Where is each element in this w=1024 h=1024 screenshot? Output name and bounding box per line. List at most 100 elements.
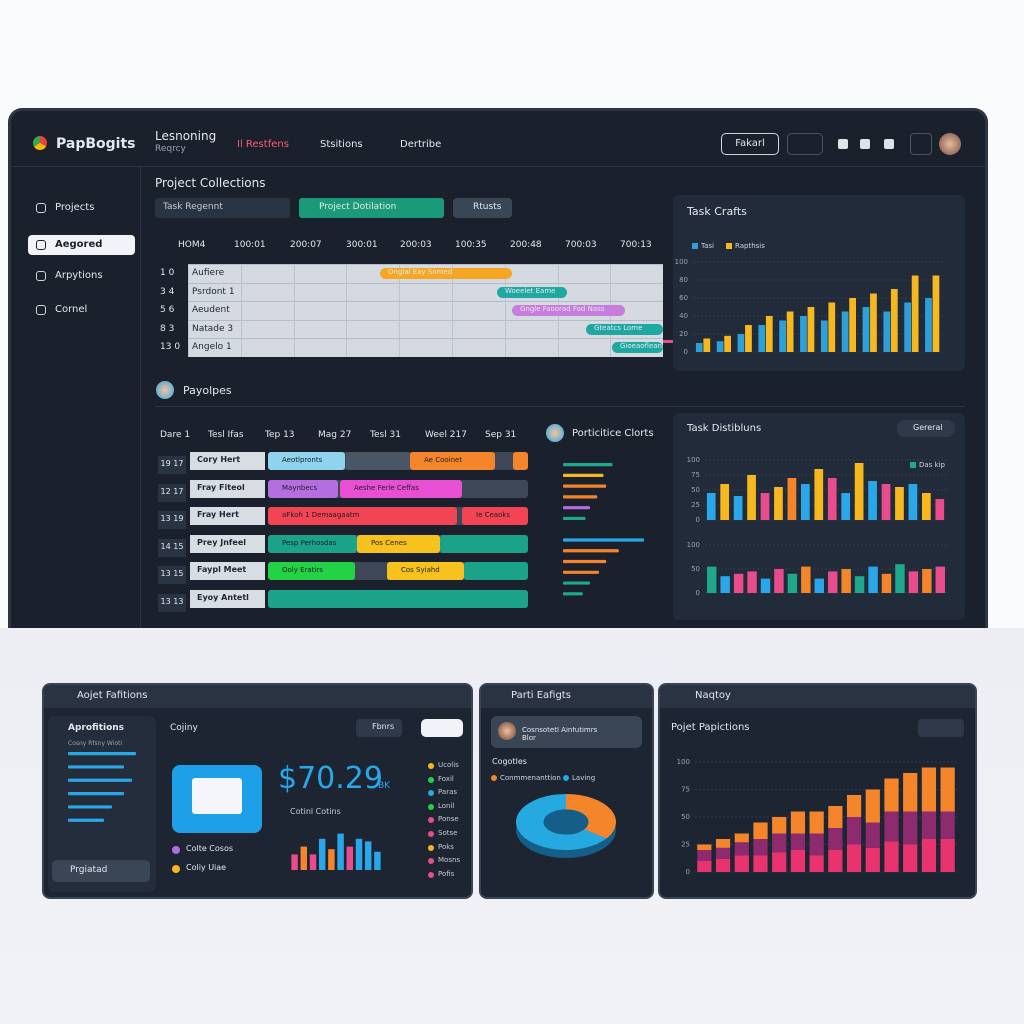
- icon[interactable]: [884, 139, 894, 149]
- gantt-bar[interactable]: [346, 452, 410, 470]
- label: Porticitice Clorts: [572, 428, 654, 439]
- gantt-bar[interactable]: Maynbecs: [268, 479, 338, 498]
- card[interactable]: [491, 716, 642, 748]
- gantt-bar[interactable]: [268, 589, 528, 608]
- icon[interactable]: [860, 139, 870, 149]
- column-header: 100:01: [234, 240, 266, 250]
- label: Psrdont 1: [192, 286, 235, 297]
- user-button[interactable]: [910, 133, 932, 155]
- gantt-bar[interactable]: Aeotlpronts: [268, 452, 345, 470]
- panel: [658, 683, 977, 899]
- column-header: Mag 27: [318, 430, 352, 440]
- gantt-row-line: [188, 282, 663, 284]
- legend-dot: [172, 865, 180, 873]
- label: 12 17: [158, 483, 186, 502]
- column-header: 700:03: [565, 240, 597, 250]
- sidebar-item[interactable]: Arpytions: [55, 270, 103, 281]
- panel-header: [481, 685, 652, 708]
- gantt-bar[interactable]: [464, 562, 528, 580]
- gantt-bar[interactable]: Gteatcs Lome: [586, 323, 663, 335]
- toggle[interactable]: [421, 719, 463, 737]
- button[interactable]: Fakarl: [721, 133, 779, 155]
- column-header: Tesl 31: [370, 430, 402, 440]
- gantt-bar[interactable]: Ae Cooinet: [410, 452, 495, 470]
- gantt-col-line: [240, 264, 242, 357]
- label: Fray Fiteol: [190, 479, 265, 498]
- label: Lesnoning: [155, 129, 217, 143]
- sidebar-item[interactable]: Projects: [55, 202, 95, 213]
- gantt-col-line: [188, 264, 189, 357]
- label: Parti Eafigts: [511, 690, 571, 701]
- label: Payolpes: [183, 384, 232, 397]
- column-header: 200:48: [510, 240, 542, 250]
- gantt-bar[interactable]: aFkoh 1 Demaagaatm: [268, 507, 457, 525]
- label: 1 0: [160, 268, 175, 278]
- sidebar-item[interactable]: Cornel: [55, 304, 88, 315]
- label: 13 13: [158, 593, 186, 612]
- gantt-row-line: [188, 338, 663, 340]
- doc-icon: [192, 778, 242, 814]
- gantt-bar[interactable]: [513, 452, 528, 470]
- status-label: Pofis: [438, 869, 455, 878]
- label: Aojet Fafitions: [77, 690, 148, 701]
- icon-button[interactable]: [918, 719, 964, 737]
- status-dot: [428, 790, 434, 797]
- status-label: Sotse: [438, 829, 458, 837]
- gantt-bar[interactable]: [440, 534, 528, 553]
- button[interactable]: Prgiatad: [52, 860, 150, 882]
- divider: [155, 406, 965, 407]
- status-label: Mosns: [438, 856, 461, 865]
- gantt-bar[interactable]: Gngle Faoorad Fod Nass: [512, 305, 625, 317]
- nav-item[interactable]: Dertribe: [400, 139, 442, 150]
- status-label: Paras: [438, 788, 458, 797]
- status-dot: [428, 803, 434, 810]
- column-header: 700:13: [620, 240, 652, 250]
- panel-header: [44, 685, 471, 708]
- label: 8 3: [160, 323, 175, 334]
- button[interactable]: Project Dotilation: [299, 198, 444, 218]
- gantt-bar[interactable]: Cos Syiahd: [387, 562, 464, 580]
- sidebar-active[interactable]: [28, 235, 135, 255]
- gantt-row-line: [188, 301, 663, 303]
- label: BK: [378, 781, 391, 791]
- icon[interactable]: [838, 139, 848, 149]
- label: 13 0: [160, 342, 181, 353]
- sidebar-item[interactable]: Aegored: [55, 239, 103, 250]
- label: Aeudent: [192, 305, 230, 316]
- sidebar-icon: [36, 240, 46, 250]
- label: 13 15: [158, 566, 186, 584]
- button[interactable]: Fbnrs: [356, 719, 402, 737]
- gantt-bar[interactable]: Pesp Perhosdas: [268, 534, 357, 553]
- button[interactable]: Rtusts: [453, 198, 512, 218]
- gantt-bar[interactable]: Ie Ceaoks: [462, 507, 528, 525]
- status-dot: [428, 871, 434, 878]
- status-dot: [428, 817, 434, 824]
- sidebar-icon: [36, 203, 46, 213]
- panel-header: [660, 685, 975, 708]
- label: Angelo 1: [192, 342, 232, 353]
- search-button[interactable]: [787, 133, 823, 155]
- button[interactable]: Gereral: [897, 420, 955, 437]
- label: Naqtoy: [695, 690, 731, 701]
- nav-item[interactable]: Il Restfens: [237, 139, 289, 150]
- gantt-bar[interactable]: Onglal Eay Somed: [380, 268, 512, 279]
- column-header: 200:03: [400, 240, 432, 250]
- gantt-bar[interactable]: Ooly Eratirs: [268, 562, 355, 580]
- label: $70.29: [278, 761, 383, 796]
- label: 19 17: [158, 456, 186, 474]
- column-header: Dare 1: [160, 430, 191, 440]
- gantt-bar[interactable]: Aeshe Ferle Ceffas: [340, 479, 462, 498]
- logo: [33, 136, 47, 150]
- gantt-bar[interactable]: Gioeaofleanpe: [612, 342, 663, 354]
- gantt-bar[interactable]: Pos Cenes: [357, 534, 440, 553]
- gantt-col-line: [293, 264, 295, 357]
- label: PapBogits: [56, 136, 136, 152]
- gantt-bar[interactable]: Woeelet Eame: [497, 286, 567, 298]
- nav-item[interactable]: Stsitions: [320, 139, 363, 150]
- label: Fray Hert: [190, 507, 265, 525]
- dropdown[interactable]: Task Regennt: [155, 198, 290, 218]
- gantt-col-line: [399, 264, 401, 357]
- label: Pojet Papictions: [671, 722, 750, 733]
- gantt-col-line: [346, 264, 348, 357]
- gantt-row-line: [188, 264, 663, 265]
